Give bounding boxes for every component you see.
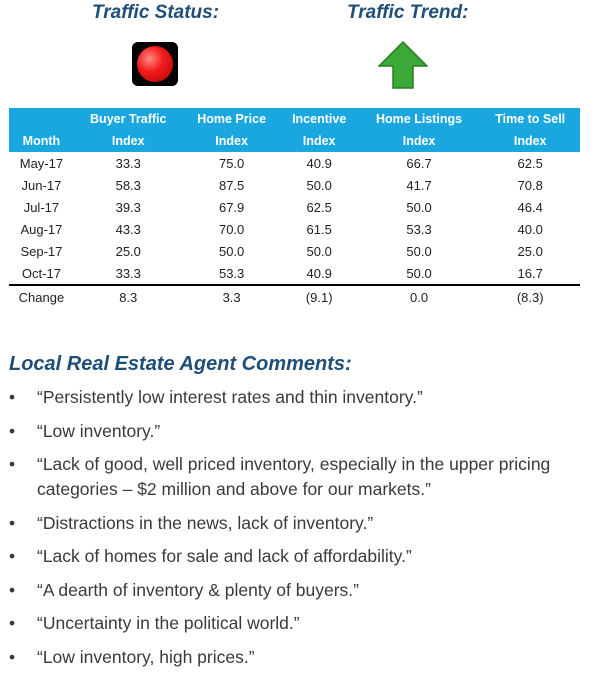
cell-incentive: 50.0: [306, 177, 332, 193]
comment-text: “Lack of good, well priced inventory, es…: [37, 454, 551, 499]
cell-buyer-traffic: 25.0: [115, 243, 141, 259]
cell-buyer-traffic: 39.3: [115, 199, 141, 215]
table-row: May-17 33.3 75.0 40.9 66.7 62.5: [9, 152, 580, 174]
cell-time-to-sell: 62.5: [517, 155, 543, 171]
list-item: • “Lack of good, well priced inventory, e…: [9, 452, 594, 502]
change-home-price: 3.3: [182, 284, 281, 308]
cell-incentive: 61.5: [306, 221, 332, 237]
header-time-to-sell-line1: Time to Sell: [480, 108, 580, 130]
header-buyer-traffic-line1: Buyer Traffic: [73, 108, 183, 130]
comment-text: “Distractions in the news, lack of inven…: [37, 512, 374, 533]
comment-text: “Uncertainty in the political world.”: [37, 613, 300, 633]
cell-incentive: 40.9: [306, 265, 332, 281]
comment-text: “Low inventory.”: [37, 420, 161, 441]
table-header-row-2: Month Index Index Index Index Index: [9, 130, 580, 152]
cell-month: Oct-17: [21, 265, 61, 281]
list-item: • “Low inventory.”: [9, 419, 594, 444]
cell-time-to-sell: 46.4: [517, 199, 543, 215]
cell-buyer-traffic: 58.3: [115, 177, 141, 193]
list-item: • “Persistently low interest rates and th…: [9, 385, 594, 410]
table-header-row-1: Buyer Traffic Home Price Incentive Home …: [9, 108, 580, 130]
cell-home-listings: 41.7: [406, 177, 432, 193]
list-item: • “Low inventory, high prices.”: [9, 645, 594, 670]
comments-title: Local Real Estate Agent Comments:: [9, 353, 352, 375]
header-month: Month: [9, 130, 74, 152]
cell-month: Aug-17: [20, 221, 63, 237]
cell-home-price: 87.5: [218, 177, 245, 193]
cell-home-listings: 50.0: [406, 243, 432, 259]
change-row: Change 8.3 3.3 (9.1) 0.0 (8.3): [9, 284, 580, 308]
bullet-icon: •: [9, 387, 16, 407]
cell-time-to-sell: 70.8: [517, 177, 543, 193]
list-item: • “Distractions in the news, lack of inve…: [9, 511, 594, 536]
cell-home-price: 67.9: [218, 199, 245, 215]
change-month: Change: [9, 284, 74, 308]
bullet-icon: •: [9, 546, 16, 566]
change-time-to-sell: (8.3): [480, 284, 580, 308]
traffic-index-table: Buyer Traffic Home Price Incentive Home …: [9, 108, 580, 308]
cell-buyer-traffic: 33.3: [115, 265, 141, 281]
cell-buyer-traffic: 33.3: [115, 155, 141, 171]
cell-home-listings: 53.3: [406, 221, 432, 237]
up-arrow-icon: [378, 41, 428, 89]
red-light-icon: [132, 42, 178, 86]
list-item: • “Uncertainty in the political world.”: [9, 611, 594, 636]
list-item: • “A dearth of inventory & plenty of buye…: [9, 578, 594, 603]
traffic-trend-title: Traffic Trend:: [347, 2, 469, 23]
comments-list: • “Persistently low interest rates and th…: [9, 385, 594, 678]
change-incentive: (9.1): [280, 284, 358, 308]
header-incentive-line2: Index: [280, 130, 358, 152]
table-row: Jul-17 39.3 67.9 62.5 50.0 46.4: [9, 196, 580, 218]
cell-home-price: 75.0: [218, 155, 245, 171]
cell-home-listings: 66.7: [406, 155, 432, 171]
bullet-icon: •: [9, 420, 16, 441]
bullet-icon: •: [9, 646, 16, 667]
header-home-listings-line1: Home Listings: [357, 108, 481, 130]
bullet-icon: •: [9, 613, 16, 633]
header-time-to-sell-line2: Index: [480, 130, 580, 152]
bullet-icon: •: [9, 579, 16, 600]
cell-time-to-sell: 40.0: [517, 221, 543, 237]
header-incentive-line1: Incentive: [280, 108, 358, 130]
cell-month: May-17: [19, 155, 64, 171]
table-row: Sep-17 25.0 50.0 50.0 50.0 25.0: [9, 240, 580, 262]
cell-home-listings: 50.0: [406, 265, 432, 281]
table-row: Oct-17 33.3 53.3 40.9 50.0 16.7: [9, 262, 580, 285]
bullet-icon: •: [9, 454, 16, 474]
cell-month: Sep-17: [20, 243, 63, 259]
cell-incentive: 62.5: [306, 199, 332, 215]
cell-month: Jun-17: [21, 177, 62, 193]
cell-time-to-sell: 16.7: [517, 265, 543, 281]
cell-buyer-traffic: 43.3: [115, 221, 141, 237]
header-month-line1: [9, 108, 74, 130]
change-home-listings: 0.0: [357, 284, 481, 308]
bullet-icon: •: [9, 512, 16, 533]
comment-text: “A dearth of inventory & plenty of buyer…: [37, 579, 359, 600]
table-row: Jun-17 58.3 87.5 50.0 41.7 70.8: [9, 174, 580, 196]
comment-text: “Low inventory, high prices.”: [37, 646, 255, 667]
list-item: • “Lack of homes for sale and lack of aff…: [9, 544, 594, 569]
change-buyer-traffic: 8.3: [73, 284, 183, 308]
table-row: Aug-17 43.3 70.0 61.5 53.3 40.0: [9, 218, 580, 240]
cell-home-listings: 50.0: [406, 199, 432, 215]
header-home-price-line2: Index: [182, 130, 281, 152]
comment-text: “Persistently low interest rates and thi…: [37, 387, 423, 407]
cell-home-price: 50.0: [218, 243, 245, 259]
header-home-price-line1: Home Price: [182, 108, 281, 130]
comment-text: “Lack of homes for sale and lack of affo…: [37, 546, 412, 566]
traffic-status-title: Traffic Status:: [92, 2, 220, 23]
cell-incentive: 50.0: [306, 243, 332, 259]
header-home-listings-line2: Index: [357, 130, 481, 152]
cell-incentive: 40.9: [306, 155, 332, 171]
cell-time-to-sell: 25.0: [517, 243, 543, 259]
header-buyer-traffic-line2: Index: [73, 130, 183, 152]
cell-home-price: 53.3: [218, 265, 245, 281]
table-body: May-17 33.3 75.0 40.9 66.7 62.5 Jun-17 58.3 87.5…: [9, 152, 580, 308]
cell-home-price: 70.0: [218, 221, 245, 237]
cell-month: Jul-17: [23, 199, 60, 215]
